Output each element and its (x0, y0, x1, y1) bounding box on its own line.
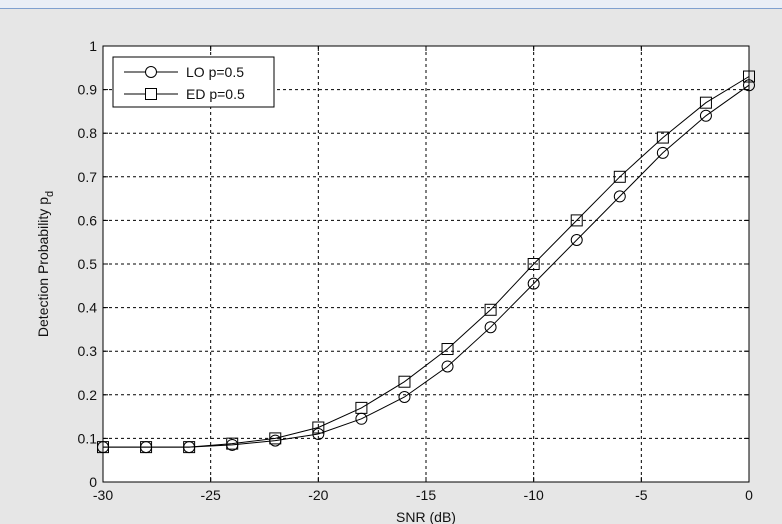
data-point-circle (484, 321, 497, 334)
y-tick-label: 0.7 (78, 169, 98, 185)
data-point-square (527, 258, 540, 270)
series-layer (97, 70, 755, 454)
y-tick-label: 0 (89, 474, 97, 490)
data-point-square (656, 131, 669, 144)
legend-box (112, 56, 275, 108)
data-point-square (398, 375, 411, 388)
x-axis-label: SNR (dB) (396, 509, 456, 524)
series-line (103, 84, 750, 448)
data-point-square (140, 441, 153, 454)
y-axis-label: Detection Probability pd (35, 191, 56, 337)
y-tick-label: 0.2 (78, 387, 98, 403)
data-point-circle (656, 146, 669, 159)
x-tick-labels: -30 -25 -20 -15 -10 -5 0 (93, 487, 753, 503)
x-tick-label: -30 (93, 487, 113, 503)
data-point-square (269, 432, 282, 445)
legend-circle-marker-icon (145, 66, 157, 78)
data-point-square (226, 437, 239, 450)
legend-label-ed: ED p=0.5 (186, 86, 245, 102)
data-point-circle (527, 277, 540, 290)
y-tick-label: 0.6 (78, 212, 98, 228)
legend-entry-lo: LO p=0.5 (124, 64, 244, 80)
x-tick-label: 0 (745, 487, 753, 503)
data-point-circle (441, 360, 454, 373)
data-point-circle (699, 109, 712, 122)
x-tick-label: -25 (201, 487, 221, 503)
data-point-square (570, 214, 583, 227)
y-tick-label: 0.5 (78, 256, 98, 272)
y-axis-label-main: Detection Probability p (35, 197, 51, 337)
x-tick-label: -20 (308, 487, 328, 503)
y-tick-label: 0.8 (78, 125, 98, 141)
series-line (103, 76, 750, 448)
data-point-square (97, 441, 109, 454)
y-tick-label: 0.1 (78, 430, 98, 446)
data-point-square (355, 401, 368, 414)
data-point-square (484, 303, 497, 316)
data-point-circle (312, 428, 325, 441)
data-point-square (743, 70, 755, 83)
y-tick-labels: 0 0.1 0.2 0.3 0.4 0.5 0.6 0.7 0.8 0.9 1 (78, 38, 98, 490)
y-tick-label: 0.4 (78, 300, 98, 316)
data-point-circle (570, 234, 583, 247)
y-tick-label: 0.9 (78, 82, 98, 98)
x-tick-label: -15 (416, 487, 436, 503)
data-point-square (312, 421, 325, 434)
x-tick-label: -10 (524, 487, 544, 503)
series-ed (97, 70, 755, 454)
top-divider (0, 0, 782, 9)
data-point-square (613, 170, 626, 183)
legend-square-marker-icon (145, 88, 157, 100)
data-point-square (699, 96, 712, 109)
y-axis-label-subscript: d (44, 191, 56, 197)
data-point-circle (398, 390, 411, 403)
y-tick-label: 1 (89, 38, 97, 54)
data-point-square (441, 343, 454, 356)
data-point-circle (613, 190, 626, 203)
legend: LO p=0.5 ED p=0.5 (112, 56, 275, 108)
legend-entry-ed: ED p=0.5 (124, 86, 245, 102)
x-tick-label: -5 (635, 487, 648, 503)
data-point-square (183, 441, 196, 454)
legend-label-lo: LO p=0.5 (186, 64, 244, 80)
data-point-circle (743, 79, 755, 92)
y-tick-label: 0.3 (78, 343, 98, 359)
